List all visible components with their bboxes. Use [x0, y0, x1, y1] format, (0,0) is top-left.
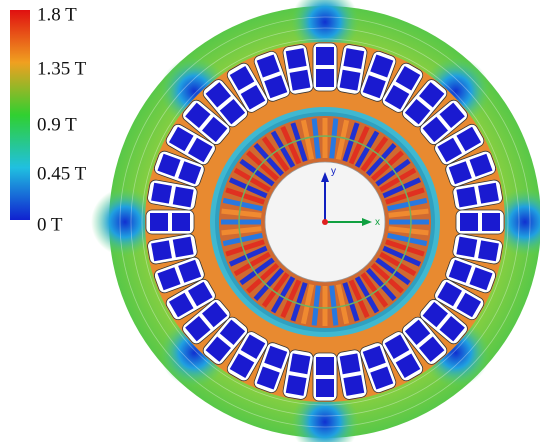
origin	[322, 219, 328, 225]
coil	[316, 357, 334, 375]
coil	[340, 353, 361, 374]
coil	[173, 187, 194, 208]
flux-density-plot: 1.8 T 1.35 T 0.9 T 0.45 T 0 T y x	[0, 0, 540, 442]
colorbar-gradient	[10, 10, 30, 220]
coil	[286, 375, 307, 396]
coil	[478, 240, 499, 261]
coil	[456, 237, 477, 258]
coil	[478, 183, 499, 204]
stator-slot	[456, 210, 504, 234]
coil	[151, 240, 172, 261]
coil	[286, 48, 307, 69]
coil	[150, 213, 168, 231]
colorbar-label: 1.35 T	[37, 58, 87, 79]
coil	[456, 187, 477, 208]
coil	[173, 237, 194, 258]
stator-slot	[313, 353, 337, 401]
coil	[290, 353, 311, 374]
colorbar: 1.8 T 1.35 T 0.9 T 0.45 T 0 T	[10, 4, 87, 235]
coil	[482, 213, 500, 231]
coil	[151, 183, 172, 204]
y-axis-label: y	[331, 166, 336, 177]
colorbar-label: 0.45 T	[37, 163, 87, 184]
coil	[460, 213, 478, 231]
coil	[340, 70, 361, 91]
coil	[316, 69, 334, 87]
coil	[343, 375, 364, 396]
coil	[343, 48, 364, 69]
colorbar-label: 0.9 T	[37, 114, 77, 135]
coil	[172, 213, 190, 231]
stator-slot	[146, 210, 194, 234]
stator-slot	[313, 43, 337, 91]
motor-cross-section	[91, 0, 540, 442]
colorbar-label: 0 T	[37, 214, 63, 235]
colorbar-label: 1.8 T	[37, 4, 77, 25]
coil	[290, 70, 311, 91]
x-axis-label: x	[375, 217, 380, 228]
coil	[316, 379, 334, 397]
coil	[316, 47, 334, 65]
